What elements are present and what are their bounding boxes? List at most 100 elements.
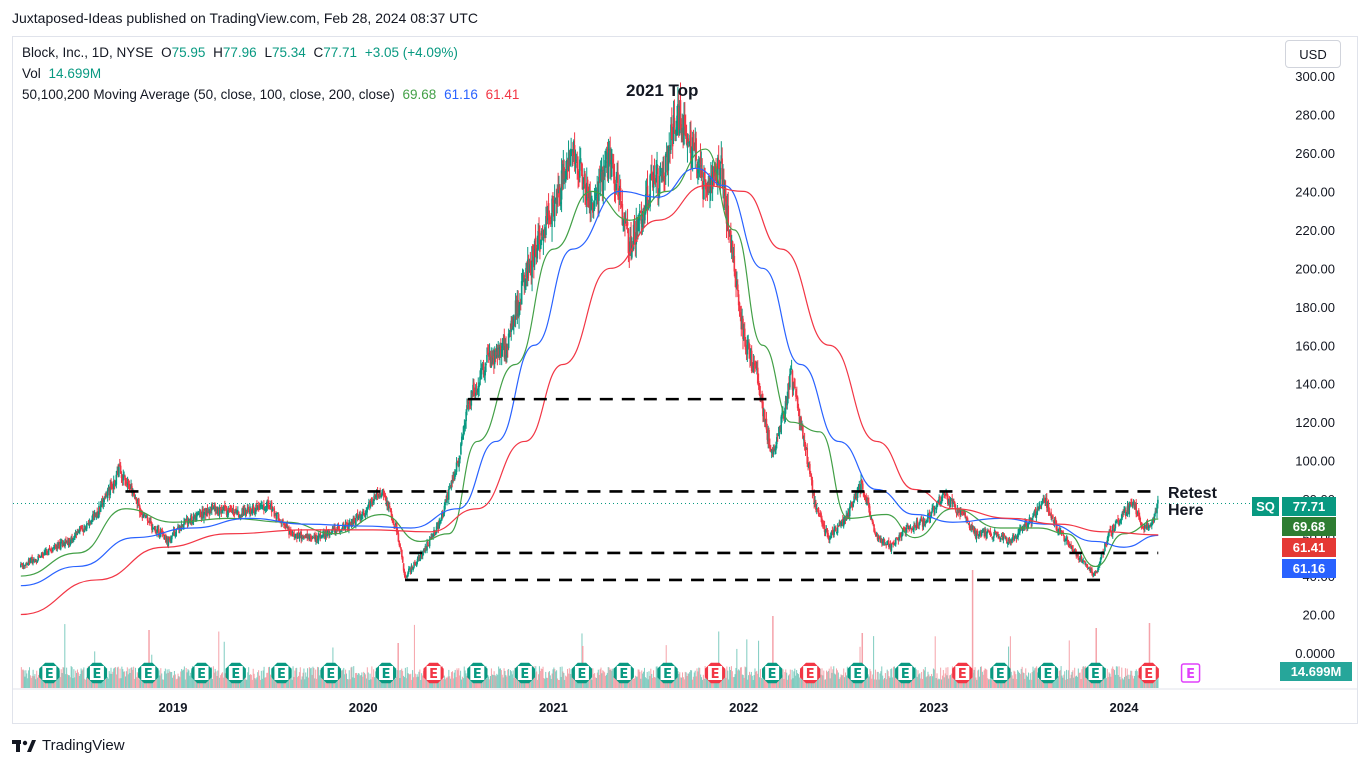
earnings-marker[interactable]: E [423,663,443,683]
earnings-marker[interactable]: E [800,663,820,683]
earnings-marker[interactable]: E [762,663,782,683]
x-tick-label: 2021 [539,700,568,715]
volume-bar [637,677,638,688]
volume-bar [592,668,593,688]
volume-bar [127,667,128,688]
volume-bar [29,667,30,688]
volume-bar [402,671,403,688]
svg-text:E: E [92,667,101,682]
volume-bar [24,670,25,688]
volume-bar [1036,666,1037,688]
volume-bar [71,666,72,688]
earnings-marker[interactable]: E [705,663,725,683]
volume-bar [24,677,25,688]
volume-bar [1033,671,1034,688]
candle-body [838,526,840,527]
volume-bar [362,677,363,688]
earnings-marker[interactable]: E [657,663,677,683]
volume-bar [563,673,564,688]
volume-bar [1060,670,1061,688]
earnings-marker[interactable]: E [848,663,868,683]
legend-symbol[interactable]: Block, Inc., 1D, NYSE [22,45,153,60]
volume-bar [63,667,64,688]
volume-bar [317,667,318,688]
volume-bar [30,675,31,688]
earnings-marker[interactable]: E [138,663,158,683]
volume-bar [688,674,689,688]
volume-bar [640,679,641,688]
volume-bar [691,670,692,688]
volume-bar [928,674,929,688]
volume-bar [60,677,61,688]
currency-button[interactable]: USD [1285,40,1341,68]
volume-bar [488,677,489,688]
volume-bar [756,671,757,688]
candle-body [1115,524,1117,529]
volume-bar [1080,673,1081,688]
earnings-marker[interactable]: E [467,663,487,683]
volume-bar [107,677,108,688]
chart-canvas[interactable]: 0.000020.0040.0060.0080.00100.00120.0014… [0,0,1371,768]
earnings-marker[interactable]: E [39,663,59,683]
volume-bar [1119,666,1120,688]
volume-bar [939,679,940,688]
volume-bar [827,672,828,688]
earnings-marker[interactable]: E [895,663,915,683]
earnings-marker[interactable]: E [191,663,211,683]
volume-bar [697,671,698,688]
last-price-tag: 77.71 [1282,497,1336,516]
candle-body [981,533,983,536]
volume-bar [600,669,601,688]
earnings-marker[interactable]: E [226,663,246,683]
volume-bar [938,679,939,688]
symbol-tag: SQ [1252,497,1279,516]
volume-bar [301,680,302,688]
ma-label[interactable]: 50,100,200 Moving Average (50, close, 10… [22,87,395,102]
volume-bar [927,672,928,688]
tradingview-logo[interactable]: TradingView [12,737,125,754]
volume-bar [182,670,183,688]
volume-bar [448,670,449,688]
earnings-marker[interactable]: E [1038,663,1058,683]
earnings-marker[interactable]: E [321,663,341,683]
volume-bar [188,670,189,688]
volume-bar [1104,678,1105,688]
earnings-marker[interactable]: E [572,663,592,683]
volume-bar [351,667,352,688]
vol-label[interactable]: Vol [22,66,41,81]
earnings-marker[interactable]: E [376,663,396,683]
volume-bar [419,670,420,688]
earnings-marker[interactable]: E [1139,663,1159,683]
earnings-marker[interactable]: E [271,663,291,683]
candle-body [1132,506,1134,507]
volume-bar [312,675,313,688]
volume-bar [685,672,686,688]
volume-bar [762,678,763,688]
volume-bar [975,677,976,688]
volume-bar [790,670,791,688]
volume-bar [86,677,87,688]
volume-bar [1157,679,1158,688]
volume-bar [930,676,931,688]
earnings-marker[interactable]: E [990,663,1010,683]
volume-bar [414,625,415,688]
volume-bar [498,667,499,688]
earnings-marker[interactable]: E [1085,663,1105,683]
volume-bar [466,676,467,688]
volume-bar [1068,670,1069,688]
volume-bar [875,670,876,688]
volume-bar [746,639,747,688]
earnings-marker[interactable]: E [1182,664,1200,682]
earnings-marker[interactable]: E [87,663,107,683]
earnings-marker[interactable]: E [614,663,634,683]
earnings-marker[interactable]: E [515,663,535,683]
candle-body [311,539,313,540]
svg-text:E: E [619,667,628,682]
volume-bar [835,674,836,688]
x-tick-label: 2020 [349,700,378,715]
volume-bar [215,669,216,688]
vol-value: 14.699M [49,66,102,81]
volume-bar [133,667,134,688]
earnings-marker[interactable]: E [952,663,972,683]
volume-bar [565,676,566,688]
